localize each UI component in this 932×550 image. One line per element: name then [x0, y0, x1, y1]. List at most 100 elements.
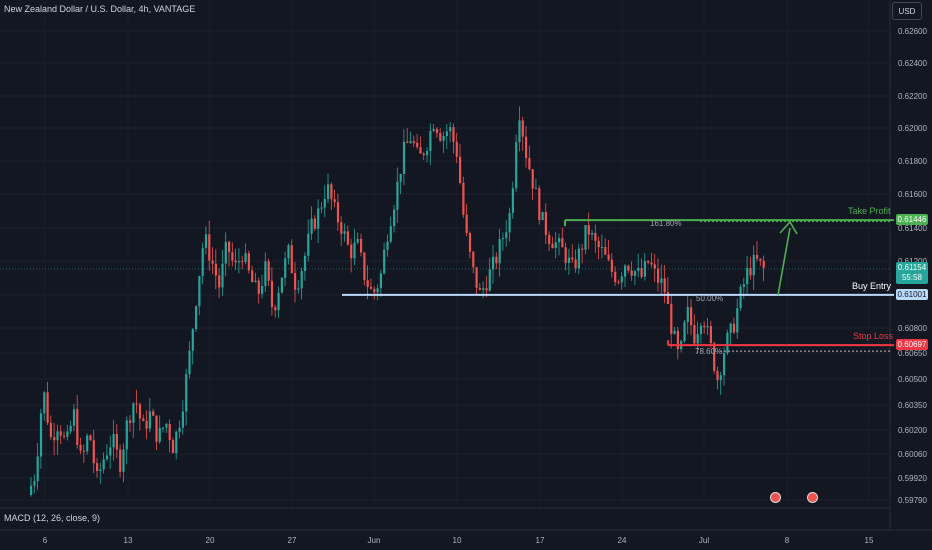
currency-button[interactable]: USD: [892, 2, 922, 20]
candle-body: [617, 282, 620, 284]
candle-body: [105, 455, 109, 460]
candle-body: [241, 261, 244, 263]
candle-body: [353, 242, 356, 259]
candle-body: [109, 447, 112, 456]
candle-body: [185, 374, 188, 412]
candle-body: [115, 433, 118, 450]
candle-body: [690, 307, 693, 326]
candle-body: [360, 238, 363, 253]
candle-body: [475, 267, 478, 288]
candle-body: [723, 353, 726, 376]
candle-body: [363, 252, 366, 281]
time-tick-label: 13: [124, 536, 133, 545]
time-tick-label: 8: [785, 536, 790, 545]
candle-body: [719, 375, 722, 381]
candle-body: [148, 411, 151, 429]
candle-body: [683, 321, 686, 342]
stop-loss-price-badge: 0.60697: [896, 339, 928, 351]
price-axis[interactable]: 0.62600 0.62400 0.62200 0.62000 0.61800 0.616…: [898, 27, 927, 505]
candle-body: [492, 256, 495, 270]
candle-body: [152, 411, 155, 416]
macd-indicator-label[interactable]: MACD (12, 26, close, 9): [4, 513, 101, 523]
candle-body: [333, 199, 336, 203]
fib-50-label: 50.00%: [696, 294, 723, 303]
candle-body: [624, 265, 627, 277]
candle-body: [508, 212, 511, 233]
candles: [30, 106, 765, 497]
price-tick-label: 0.60200: [898, 426, 927, 435]
candle-body: [729, 323, 732, 333]
candle-body: [439, 133, 442, 141]
candle-body: [584, 225, 587, 250]
candle-body: [270, 280, 274, 308]
economic-event-icon[interactable]: [770, 492, 781, 503]
candle-body: [280, 277, 283, 293]
candle-body: [165, 423, 168, 428]
candle-body: [145, 420, 148, 429]
candle-body: [317, 208, 320, 229]
economic-event-icon[interactable]: [807, 492, 818, 503]
candle-body: [310, 218, 313, 234]
candle-body: [501, 238, 505, 240]
candle-body: [591, 232, 594, 235]
price-tick-label: 0.60800: [898, 324, 927, 333]
candle-body: [171, 440, 175, 454]
candle-body: [449, 127, 452, 132]
candle-body: [749, 268, 752, 276]
candle-body: [696, 333, 699, 344]
candle-body: [452, 127, 455, 142]
time-axis[interactable]: 6 13 20 27 Jun 10 17 24 Jul 8 15: [43, 536, 874, 545]
current-price-badge: 0.61154 55:58: [896, 261, 928, 284]
candle-body: [455, 141, 458, 157]
candle-body: [564, 247, 567, 263]
candle-body: [30, 485, 33, 495]
candle-body: [567, 257, 571, 263]
candle-body: [485, 288, 488, 291]
current-price-value: 0.61154: [897, 262, 927, 272]
candle-body: [307, 233, 310, 256]
candle-body: [72, 409, 76, 426]
candle-body: [168, 423, 171, 441]
candle-body: [544, 211, 547, 235]
candle-body: [759, 258, 762, 261]
price-tick-label: 0.59790: [898, 496, 927, 505]
candle-body: [96, 463, 99, 472]
price-tick-label: 0.61400: [898, 224, 927, 233]
candle-body: [739, 286, 742, 309]
time-tick-label: 6: [43, 536, 48, 545]
candle-body: [33, 481, 36, 486]
candle-body: [706, 326, 709, 328]
candle-body: [412, 141, 415, 143]
price-tick-label: 0.61600: [898, 190, 927, 199]
candle-body: [518, 120, 521, 143]
fib-786-label: 78.60%: [695, 347, 722, 356]
candle-body: [343, 231, 346, 234]
candle-body: [336, 202, 340, 223]
time-tick-label: 27: [288, 536, 297, 545]
candle-body: [251, 270, 254, 283]
candle-body: [511, 188, 514, 213]
candle-body: [36, 456, 39, 482]
candle-body: [478, 287, 481, 290]
price-tick-label: 0.62000: [898, 124, 927, 133]
price-tick-label: 0.61200: [898, 257, 927, 266]
symbol-title[interactable]: New Zealand Dollar / U.S. Dollar, 4h, VA…: [4, 4, 196, 14]
candle-body: [432, 129, 435, 131]
candle-body: [231, 252, 234, 261]
candle-body: [300, 271, 303, 289]
candle-body: [79, 445, 82, 451]
candle-body: [482, 288, 485, 290]
candle-body: [46, 392, 49, 423]
candle-body: [175, 431, 178, 454]
candle-body: [53, 437, 56, 441]
candle-body: [162, 427, 165, 429]
candle-body: [244, 253, 247, 262]
candle-body: [284, 258, 287, 278]
candle-body: [426, 151, 429, 156]
take-profit-label: Take Profit: [848, 206, 891, 217]
candle-body: [663, 278, 666, 293]
candle-body: [693, 325, 696, 344]
candle-body: [39, 413, 43, 457]
projection-arrow[interactable]: [777, 227, 791, 296]
